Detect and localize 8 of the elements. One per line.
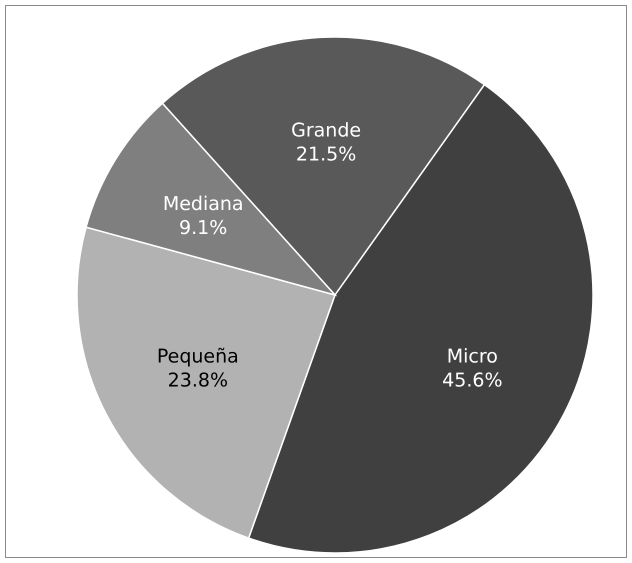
- data-label: 23.8%: [168, 370, 228, 392]
- slice-label: Micro: [446, 345, 498, 368]
- slice-label: Mediana: [162, 192, 244, 215]
- data-label: 9.1%: [179, 216, 228, 239]
- data-label: 21.5%: [296, 143, 356, 166]
- data-label: 45.6%: [442, 369, 503, 392]
- slice-label: Grande: [291, 119, 362, 142]
- slice-label: Pequeña: [156, 346, 239, 368]
